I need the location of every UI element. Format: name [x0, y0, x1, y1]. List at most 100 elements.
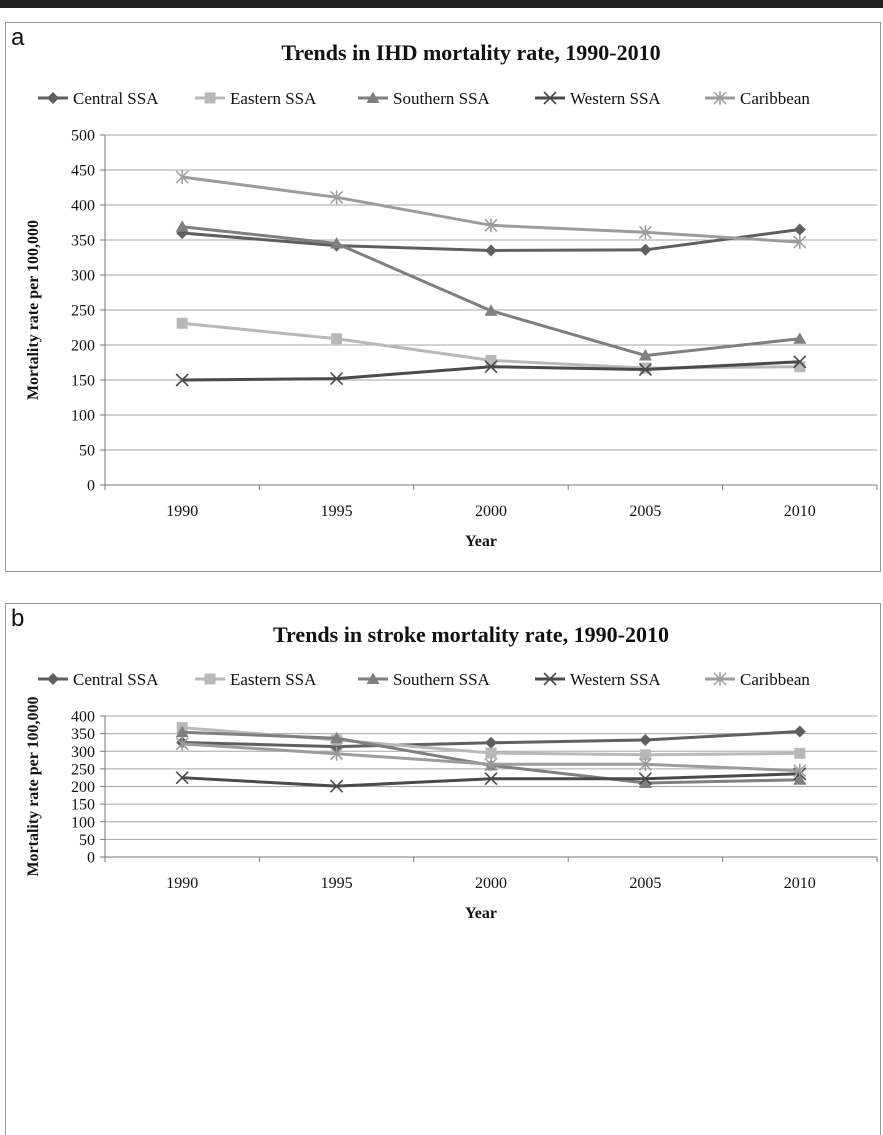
legend-item-eastern-ssa: Eastern SSA	[195, 89, 317, 108]
legend-marker	[47, 673, 59, 685]
data-point	[330, 731, 344, 744]
data-point	[485, 736, 497, 749]
data-point	[638, 349, 652, 361]
data-point	[793, 763, 807, 778]
y-tick-label: 100	[71, 408, 95, 425]
y-tick-label: 300	[71, 268, 95, 285]
y-tick-label: 50	[79, 832, 95, 849]
series-line	[182, 772, 800, 788]
legend-marker	[204, 673, 216, 685]
legend-item-caribbean: Caribbean	[705, 89, 810, 108]
legend-item-western-ssa: Western SSA	[535, 89, 661, 108]
data-point	[330, 190, 344, 205]
y-tick-label: 300	[71, 744, 95, 761]
x-tick-label: 1995	[321, 503, 353, 520]
y-tick-label: 50	[79, 443, 95, 460]
data-point	[793, 355, 807, 369]
data-point	[638, 776, 652, 788]
legend-item-western-ssa: Western SSA	[535, 670, 661, 689]
y-axis-title: Mortality rate per 100,000	[25, 220, 42, 400]
data-point	[638, 757, 652, 772]
data-point	[793, 773, 807, 785]
data-point	[794, 361, 806, 373]
legend-item-southern-ssa: Southern SSA	[358, 89, 491, 108]
series-western-ssa	[175, 767, 807, 793]
data-point	[794, 747, 806, 759]
x-tick-label: 1995	[321, 875, 353, 892]
data-point	[175, 771, 189, 785]
y-tick-label: 200	[71, 338, 95, 355]
data-point	[485, 354, 497, 366]
data-point	[330, 237, 344, 249]
legend-item-eastern-ssa: Eastern SSA	[195, 670, 317, 689]
data-point	[484, 360, 498, 374]
data-point	[639, 243, 652, 256]
legend-label: Southern SSA	[393, 89, 491, 108]
data-point	[793, 235, 807, 250]
data-point	[331, 333, 343, 345]
data-point	[485, 244, 497, 257]
legend-marker	[543, 672, 557, 686]
y-tick-label: 350	[71, 233, 95, 250]
data-point	[175, 170, 189, 184]
legend-item-central-ssa: Central SSA	[38, 89, 159, 108]
x-tick-label: 1990	[166, 503, 198, 520]
legend-label: Caribbean	[740, 670, 810, 689]
y-tick-label: 200	[71, 779, 95, 796]
data-point	[330, 779, 344, 793]
y-tick-label: 400	[71, 709, 95, 726]
legend-marker	[543, 91, 557, 105]
data-point	[484, 304, 498, 316]
legend-marker	[47, 92, 59, 104]
legend-item-caribbean: Caribbean	[705, 670, 810, 689]
y-tick-label: 150	[71, 373, 95, 390]
y-tick-label: 150	[71, 797, 95, 814]
legend-item-southern-ssa: Southern SSA	[358, 670, 491, 689]
data-point	[484, 218, 498, 233]
y-axis-title: Mortality rate per 100,000	[25, 696, 42, 876]
legend-marker	[713, 91, 727, 105]
data-point	[638, 362, 652, 377]
legend-label: Central SSA	[73, 89, 159, 108]
y-tick-label: 250	[71, 303, 95, 320]
top-rule	[0, 0, 883, 8]
chart-title: Trends in IHD mortality rate, 1990-2010	[281, 40, 660, 65]
x-tick-label: 2005	[629, 875, 661, 892]
x-tick-label: 2000	[475, 503, 507, 520]
legend-marker	[713, 672, 727, 686]
data-point	[330, 372, 344, 386]
panel-label-a: a	[11, 24, 25, 51]
data-point	[175, 725, 189, 738]
data-point	[639, 733, 652, 746]
x-axis-title: Year	[465, 905, 497, 922]
legend-marker	[366, 91, 380, 103]
chart-panel-stroke	[5, 603, 881, 1135]
series-western-ssa	[175, 355, 807, 387]
legend-label: Southern SSA	[393, 670, 491, 689]
data-point	[484, 772, 498, 786]
data-point	[485, 747, 497, 759]
legend-item-central-ssa: Central SSA	[38, 670, 159, 689]
data-point	[175, 220, 189, 232]
x-tick-label: 2005	[629, 503, 661, 520]
data-point	[793, 223, 806, 236]
chart-title: Trends in stroke mortality rate, 1990-20…	[273, 622, 669, 647]
series-caribbean	[175, 170, 807, 250]
series-caribbean	[175, 736, 807, 778]
legend-label: Caribbean	[740, 89, 810, 108]
y-tick-label: 450	[71, 163, 95, 180]
data-point	[639, 749, 651, 761]
chart-panel-ihd	[5, 22, 881, 572]
legend-label: Eastern SSA	[230, 89, 317, 108]
y-tick-label: 500	[71, 128, 95, 145]
legend-marker	[366, 672, 380, 684]
data-point	[638, 225, 652, 240]
legend-label: Eastern SSA	[230, 670, 317, 689]
y-tick-label: 350	[71, 726, 95, 743]
legend-label: Western SSA	[570, 670, 661, 689]
y-tick-label: 0	[87, 850, 95, 867]
data-point	[484, 757, 498, 772]
x-tick-label: 2010	[784, 875, 816, 892]
panel-label-b: b	[11, 605, 25, 632]
